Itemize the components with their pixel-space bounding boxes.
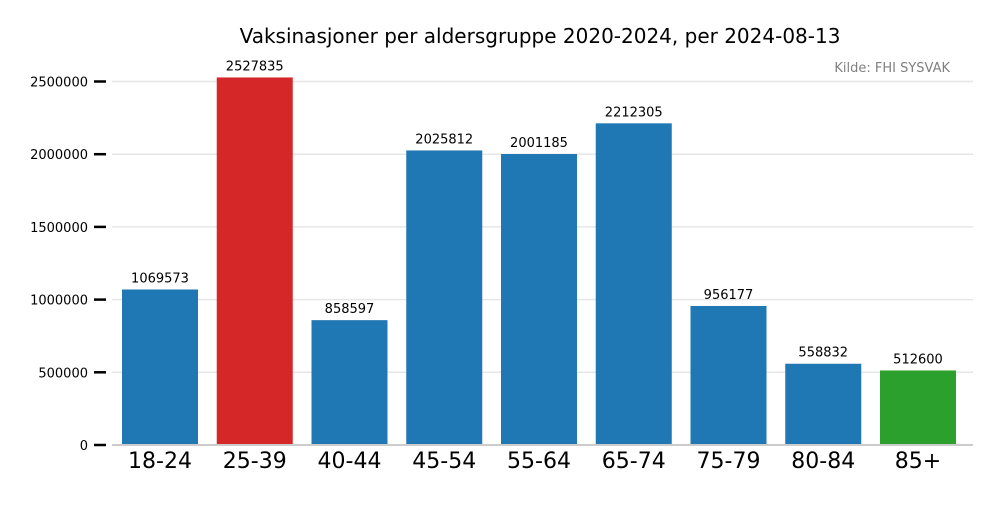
y-tick-label: 1500000: [30, 221, 88, 236]
value-label: 512600: [893, 352, 943, 367]
y-axis-ticks: 0 500000 1000000 1500000 2000000 2500000: [30, 76, 106, 454]
bar-85+: [880, 370, 956, 445]
x-tick-label: 85+: [895, 449, 941, 474]
x-tick-label: 25-39: [223, 449, 287, 474]
bar-80-84: [785, 363, 862, 445]
y-tick-label: 2500000: [30, 76, 88, 91]
y-tick-label: 500000: [38, 366, 88, 381]
x-axis-ticks: 18-24 25-39 40-44 45-54 55-64 65-74 75-79 80-84…: [128, 449, 941, 474]
value-label: 2212305: [605, 105, 663, 120]
x-tick-label: 75-79: [697, 449, 761, 474]
bar-25-39: [216, 77, 293, 445]
value-label: 558832: [798, 346, 848, 361]
bar-65-74: [595, 123, 672, 445]
value-label: 1069573: [131, 271, 189, 286]
bar-18-24: [122, 289, 198, 445]
value-label: 858597: [325, 302, 375, 317]
bar-55-64: [501, 154, 577, 445]
x-tick-label: 18-24: [128, 449, 192, 474]
value-label: 2001185: [510, 136, 568, 151]
x-tick-label: 65-74: [602, 449, 666, 474]
y-tick-label: 1000000: [30, 294, 88, 309]
x-tick-label: 80-84: [791, 449, 855, 474]
source-note: Kilde: FHI SYSVAK: [834, 61, 950, 76]
y-tick-label: 2000000: [30, 148, 88, 163]
bar-40-44: [311, 320, 388, 445]
x-tick-label: 55-64: [507, 449, 571, 474]
x-tick-label: 45-54: [412, 449, 476, 474]
value-labels: 1069573 2527835 858597 2025812 2001185 221230…: [131, 59, 943, 367]
value-label: 2025812: [415, 132, 473, 147]
bars: [122, 77, 956, 445]
y-tick-label: 0: [80, 439, 88, 454]
value-label: 956177: [704, 288, 754, 303]
bar-75-79: [690, 305, 767, 445]
value-label: 2527835: [226, 59, 284, 74]
bar-45-54: [406, 150, 483, 445]
x-tick-label: 40-44: [318, 449, 382, 474]
chart-title: Vaksinasjoner per aldersgruppe 2020-2024…: [240, 24, 841, 48]
